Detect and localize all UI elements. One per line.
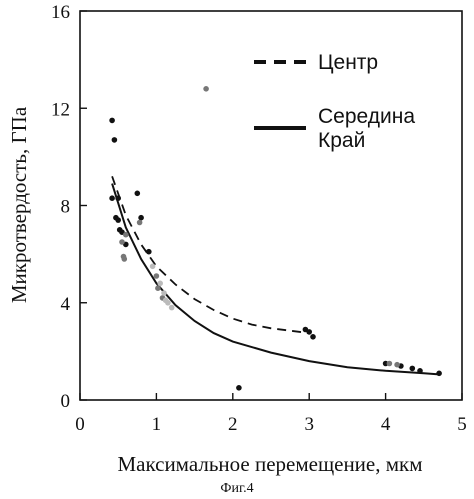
x-tick-label: 5 — [457, 414, 467, 435]
data-point-series-1 — [417, 368, 423, 374]
data-point-series-1 — [236, 385, 242, 391]
figure-caption: Фиг.4 — [220, 481, 253, 496]
data-point-series-3 — [162, 297, 169, 304]
data-point-series-2 — [155, 285, 161, 292]
data-point-series-2 — [136, 219, 143, 226]
y-tick-label: 4 — [61, 294, 71, 315]
y-tick-label: 0 — [61, 391, 71, 412]
x-tick-label: 4 — [381, 414, 391, 435]
legend-label-center: Центр — [318, 51, 378, 74]
y-tick-label: 8 — [61, 197, 71, 218]
data-point-series-2 — [386, 360, 393, 367]
x-axis-ticks: 0 1 2 3 4 5 — [75, 393, 467, 435]
data-points — [109, 86, 442, 391]
plot-frame — [79, 10, 463, 401]
data-point-series-2 — [153, 273, 160, 279]
x-axis-title: Максимальное перемещение, мкм — [117, 452, 422, 476]
fit-curve-center — [111, 176, 310, 334]
data-point-series-1 — [109, 195, 115, 201]
data-point-series-2 — [394, 361, 400, 368]
data-point-series-2 — [203, 86, 209, 92]
data-point-series-1 — [109, 117, 115, 124]
fit-curves — [111, 176, 441, 376]
y-axis-title: Микротвердость, ГПа — [7, 106, 31, 303]
x-tick-label: 3 — [304, 414, 314, 435]
legend-label-middle: Середина — [318, 105, 415, 128]
x-tick-label: 2 — [228, 414, 238, 435]
data-point-series-3 — [149, 263, 156, 270]
fit-curve-edge — [111, 183, 441, 376]
data-point-series-1 — [409, 365, 416, 372]
legend: Центр Середина Край — [254, 51, 415, 152]
data-point-series-1 — [146, 248, 152, 255]
data-point-series-3 — [168, 304, 175, 311]
legend-label-edge: Край — [318, 129, 365, 152]
data-point-series-3 — [161, 290, 167, 296]
data-point-series-1 — [436, 370, 442, 377]
y-tick-label: 12 — [51, 99, 70, 120]
data-point-series-2 — [119, 239, 125, 245]
data-point-series-2 — [123, 231, 129, 238]
data-point-series-2 — [121, 256, 128, 262]
data-point-series-1 — [111, 137, 118, 143]
y-tick-label: 16 — [51, 2, 70, 23]
y-axis-ticks: 0 4 8 12 16 — [51, 2, 87, 412]
data-point-series-1 — [115, 195, 121, 201]
data-point-series-1 — [134, 190, 141, 197]
data-point-series-1 — [306, 329, 313, 335]
data-point-series-3 — [157, 280, 163, 287]
data-point-series-1 — [138, 214, 144, 221]
x-tick-label: 0 — [75, 414, 85, 435]
x-tick-label: 1 — [152, 414, 162, 435]
data-point-series-1 — [115, 217, 121, 223]
data-point-series-1 — [310, 334, 316, 340]
